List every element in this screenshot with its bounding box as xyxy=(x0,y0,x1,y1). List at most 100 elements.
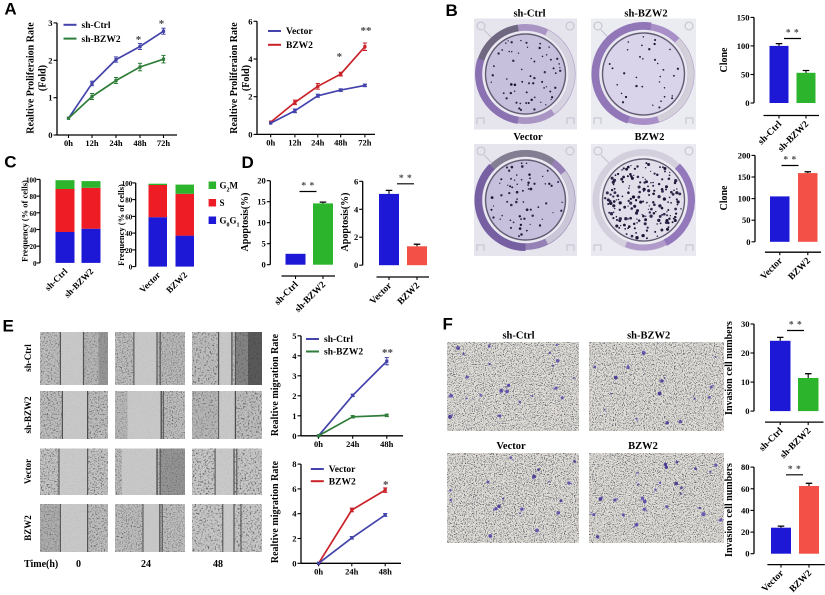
svg-text:24: 24 xyxy=(141,559,151,570)
svg-text:Apoptosis(%): Apoptosis(%) xyxy=(340,193,351,252)
svg-text:S: S xyxy=(220,198,225,208)
svg-text:E: E xyxy=(3,317,14,336)
svg-text:24h: 24h xyxy=(345,566,359,576)
svg-text:sh-Ctrl: sh-Ctrl xyxy=(23,344,33,372)
svg-text:0h: 0h xyxy=(64,138,73,148)
svg-text:2: 2 xyxy=(248,92,252,102)
svg-text:Realtive migration Rate: Realtive migration Rate xyxy=(270,460,281,563)
svg-text:48h: 48h xyxy=(334,137,348,147)
svg-text:Realtive migration Rate: Realtive migration Rate xyxy=(270,333,281,436)
svg-text:F: F xyxy=(443,315,453,334)
svg-text:60: 60 xyxy=(741,484,750,494)
svg-text:150: 150 xyxy=(737,12,750,22)
svg-text:4: 4 xyxy=(248,54,253,64)
svg-text:6: 6 xyxy=(248,16,252,26)
svg-text:sh-BZW2: sh-BZW2 xyxy=(23,396,33,434)
svg-text:BZW2: BZW2 xyxy=(329,477,356,487)
svg-text:0: 0 xyxy=(354,260,358,270)
svg-text:* *: * * xyxy=(788,465,801,475)
svg-text:Apoptosis(%): Apoptosis(%) xyxy=(240,193,251,252)
svg-text:G2M: G2M xyxy=(220,180,239,193)
svg-text:Vector: Vector xyxy=(286,27,313,37)
svg-text:B: B xyxy=(446,1,458,20)
svg-text:0: 0 xyxy=(33,260,37,268)
svg-text:BZW2: BZW2 xyxy=(635,132,665,143)
svg-text:2: 2 xyxy=(48,55,52,65)
svg-text:48h: 48h xyxy=(380,439,394,449)
svg-text:6: 6 xyxy=(354,176,358,186)
svg-text:**: ** xyxy=(382,347,394,359)
svg-text:Invasion cell numbers: Invasion cell numbers xyxy=(724,321,735,415)
svg-text:2: 2 xyxy=(292,534,296,544)
svg-text:0: 0 xyxy=(48,130,52,140)
svg-text:48h: 48h xyxy=(133,138,147,148)
svg-text:Frequency (% of cells): Frequency (% of cells) xyxy=(116,184,126,266)
svg-text:0: 0 xyxy=(129,264,133,272)
svg-text:* *: * * xyxy=(789,321,802,331)
svg-text:*: * xyxy=(136,34,142,46)
svg-text:0: 0 xyxy=(262,260,266,270)
svg-text:0: 0 xyxy=(248,129,252,139)
svg-text:sh-Ctrl: sh-Ctrl xyxy=(324,335,353,345)
svg-text:(Fold): (Fold) xyxy=(38,65,49,91)
svg-text:3: 3 xyxy=(48,18,52,28)
svg-text:48h: 48h xyxy=(379,566,393,576)
svg-text:1: 1 xyxy=(48,93,52,103)
svg-text:4: 4 xyxy=(354,204,359,214)
svg-text:48: 48 xyxy=(213,559,223,570)
svg-text:0: 0 xyxy=(292,431,296,441)
svg-text:15: 15 xyxy=(257,197,266,207)
svg-text:12h: 12h xyxy=(85,138,99,148)
svg-text:4: 4 xyxy=(292,351,297,361)
svg-text:Invasion cell numbers: Invasion cell numbers xyxy=(724,463,735,557)
svg-text:0: 0 xyxy=(746,237,750,247)
svg-text:0: 0 xyxy=(76,559,81,570)
svg-text:sh-BZW2: sh-BZW2 xyxy=(82,35,121,45)
svg-text:0: 0 xyxy=(745,406,749,416)
svg-text:0: 0 xyxy=(745,549,749,559)
svg-text:G0G1: G0G1 xyxy=(220,215,240,228)
svg-text:Frequency (% of cells): Frequency (% of cells) xyxy=(20,180,30,262)
svg-text:C: C xyxy=(4,153,16,172)
svg-text:8: 8 xyxy=(292,459,296,469)
svg-text:Clone: Clone xyxy=(719,47,730,73)
svg-text:Time(h): Time(h) xyxy=(24,559,58,570)
svg-text:60: 60 xyxy=(125,213,133,221)
svg-text:24h: 24h xyxy=(311,137,325,147)
svg-text:BZW2: BZW2 xyxy=(23,515,33,541)
svg-text:100: 100 xyxy=(26,176,37,184)
svg-text:50: 50 xyxy=(742,215,751,225)
svg-text:Realtive Proliferaion Rate: Realtive Proliferaion Rate xyxy=(229,22,240,134)
svg-text:60: 60 xyxy=(30,210,38,218)
svg-text:* *: * * xyxy=(783,156,796,166)
svg-text:6: 6 xyxy=(292,484,296,494)
svg-text:20: 20 xyxy=(125,247,133,255)
svg-text:72h: 72h xyxy=(157,138,171,148)
svg-text:A: A xyxy=(4,0,16,19)
svg-text:24h: 24h xyxy=(346,439,360,449)
svg-text:5: 5 xyxy=(292,331,296,341)
svg-text:100: 100 xyxy=(737,41,750,51)
svg-text:100: 100 xyxy=(738,194,751,204)
svg-text:Vector: Vector xyxy=(23,459,33,484)
svg-text:40: 40 xyxy=(125,230,133,238)
svg-text:2: 2 xyxy=(354,232,358,242)
svg-text:40: 40 xyxy=(741,505,750,515)
svg-text:0h: 0h xyxy=(266,137,275,147)
svg-text:0: 0 xyxy=(745,98,749,108)
svg-text:3: 3 xyxy=(292,371,296,381)
svg-text:10: 10 xyxy=(741,377,750,387)
svg-text:0h: 0h xyxy=(314,439,323,449)
svg-text:* *: * * xyxy=(786,29,799,39)
svg-text:20: 20 xyxy=(30,243,38,251)
svg-text:sh-Ctrl: sh-Ctrl xyxy=(513,9,545,20)
svg-text:sh-BZW2: sh-BZW2 xyxy=(624,9,667,20)
svg-text:(Fold): (Fold) xyxy=(241,65,252,91)
svg-text:72h: 72h xyxy=(358,137,372,147)
svg-text:BZW2: BZW2 xyxy=(628,441,658,452)
svg-text:5: 5 xyxy=(262,239,266,249)
svg-text:1: 1 xyxy=(292,411,296,421)
svg-text:Vector: Vector xyxy=(513,132,543,143)
svg-text:*: * xyxy=(337,51,343,63)
svg-text:sh-BZW2: sh-BZW2 xyxy=(627,331,670,342)
